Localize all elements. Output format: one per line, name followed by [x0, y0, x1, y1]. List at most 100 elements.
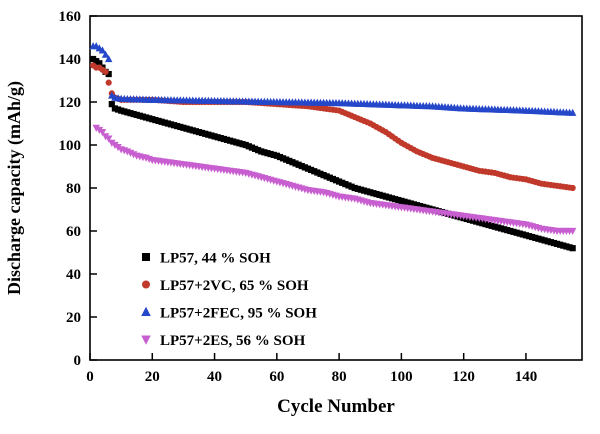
- marker-square: [401, 198, 408, 205]
- marker-square: [351, 184, 358, 192]
- marker-square: [205, 131, 212, 138]
- marker-square: [267, 150, 274, 158]
- marker-square: [416, 202, 424, 210]
- marker-square: [258, 148, 265, 155]
- marker-square: [550, 239, 558, 247]
- marker-square: [155, 117, 162, 125]
- marker-circle: [105, 79, 112, 86]
- series-3: [92, 124, 577, 236]
- marker-square: [220, 135, 227, 143]
- x-tick-label: 20: [145, 369, 160, 385]
- marker-square: [105, 70, 112, 78]
- x-tick-label: 60: [269, 369, 284, 385]
- marker-square: [488, 222, 495, 229]
- marker-square: [373, 190, 380, 198]
- y-tick-label: 80: [66, 181, 81, 197]
- marker-square: [133, 111, 140, 118]
- marker-square: [547, 239, 554, 246]
- x-tick-label: 0: [86, 369, 94, 385]
- y-tick-label: 40: [66, 267, 81, 283]
- marker-square: [332, 177, 340, 184]
- marker-square: [329, 175, 336, 183]
- marker-square: [320, 172, 327, 179]
- marker-square: [560, 242, 567, 249]
- legend-label: LP57+2ES, 56 % SOH: [160, 333, 306, 349]
- x-tick-label: 100: [390, 369, 413, 385]
- marker-triangle-down: [101, 133, 110, 141]
- marker-square: [364, 188, 371, 195]
- marker-square: [124, 109, 131, 116]
- marker-square: [242, 141, 249, 149]
- marker-square: [370, 190, 377, 197]
- marker-square: [142, 114, 150, 121]
- x-axis: 0 20 40 60 80 100 120 140: [86, 353, 537, 385]
- marker-triangle-down: [108, 139, 116, 147]
- y-tick-label: 100: [59, 138, 82, 154]
- marker-square: [304, 165, 312, 172]
- marker-square: [111, 105, 119, 112]
- marker-square: [130, 110, 137, 118]
- marker-square: [177, 123, 184, 131]
- marker-square: [273, 152, 280, 159]
- series-2: [89, 42, 577, 116]
- marker-square: [357, 186, 365, 193]
- marker-square: [388, 195, 396, 202]
- marker-square: [354, 185, 361, 192]
- marker-square: [279, 155, 287, 162]
- marker-square: [199, 129, 206, 137]
- marker-circle: [569, 184, 576, 192]
- marker-square: [164, 120, 171, 127]
- legend: LP57, 44 % SOH LP57+2VC, 65 % SOH LP57+2FE…: [141, 251, 317, 349]
- marker-square: [532, 234, 539, 241]
- marker-square: [236, 140, 243, 147]
- marker-square: [544, 238, 551, 245]
- marker-square: [183, 125, 190, 132]
- marker-square: [239, 141, 246, 148]
- marker-square: [519, 231, 526, 238]
- marker-square: [292, 160, 299, 167]
- marker-square: [180, 124, 187, 131]
- marker-square: [336, 178, 343, 185]
- marker-square: [410, 201, 417, 208]
- marker-square: [376, 191, 383, 198]
- marker-square: [286, 157, 293, 165]
- y-tick-label: 140: [59, 52, 82, 68]
- marker-square: [504, 227, 511, 234]
- marker-square: [501, 226, 508, 233]
- marker-square: [382, 193, 389, 200]
- marker-square: [264, 150, 271, 157]
- marker-square: [339, 179, 346, 186]
- marker-square: [127, 110, 134, 117]
- legend-item-3: LP57+2ES, 56 % SOH: [141, 333, 306, 349]
- marker-square: [211, 133, 218, 140]
- marker-square: [566, 244, 573, 251]
- marker-square: [289, 159, 296, 166]
- y-axis: 0 20 40 60 80 100 120 140 160: [59, 9, 97, 369]
- marker-square: [541, 237, 548, 244]
- marker-square: [535, 235, 542, 242]
- marker-square: [497, 225, 505, 232]
- marker-triangle-down: [98, 129, 107, 137]
- marker-triangle-down: [111, 141, 119, 150]
- marker-square: [323, 173, 330, 180]
- x-tick-label: 80: [332, 369, 347, 385]
- marker-square: [118, 107, 125, 114]
- marker-square: [261, 149, 268, 156]
- legend-label: LP57+2FEC, 95 % SOH: [160, 306, 317, 322]
- marker-circle: [142, 280, 150, 289]
- marker-square: [398, 197, 405, 204]
- y-tick-label: 20: [66, 310, 81, 326]
- marker-triangle-up: [104, 54, 113, 63]
- marker-square: [348, 183, 355, 190]
- marker-square: [136, 112, 143, 119]
- marker-square: [345, 182, 352, 189]
- marker-triangle-up: [98, 46, 107, 54]
- marker-square: [563, 243, 570, 250]
- marker-square: [392, 196, 399, 203]
- marker-square: [569, 245, 576, 252]
- marker-square: [367, 189, 374, 196]
- marker-square: [307, 166, 315, 174]
- marker-triangle-up: [141, 306, 151, 316]
- legend-item-0: LP57, 44 % SOH: [142, 251, 271, 267]
- marker-square: [174, 122, 181, 130]
